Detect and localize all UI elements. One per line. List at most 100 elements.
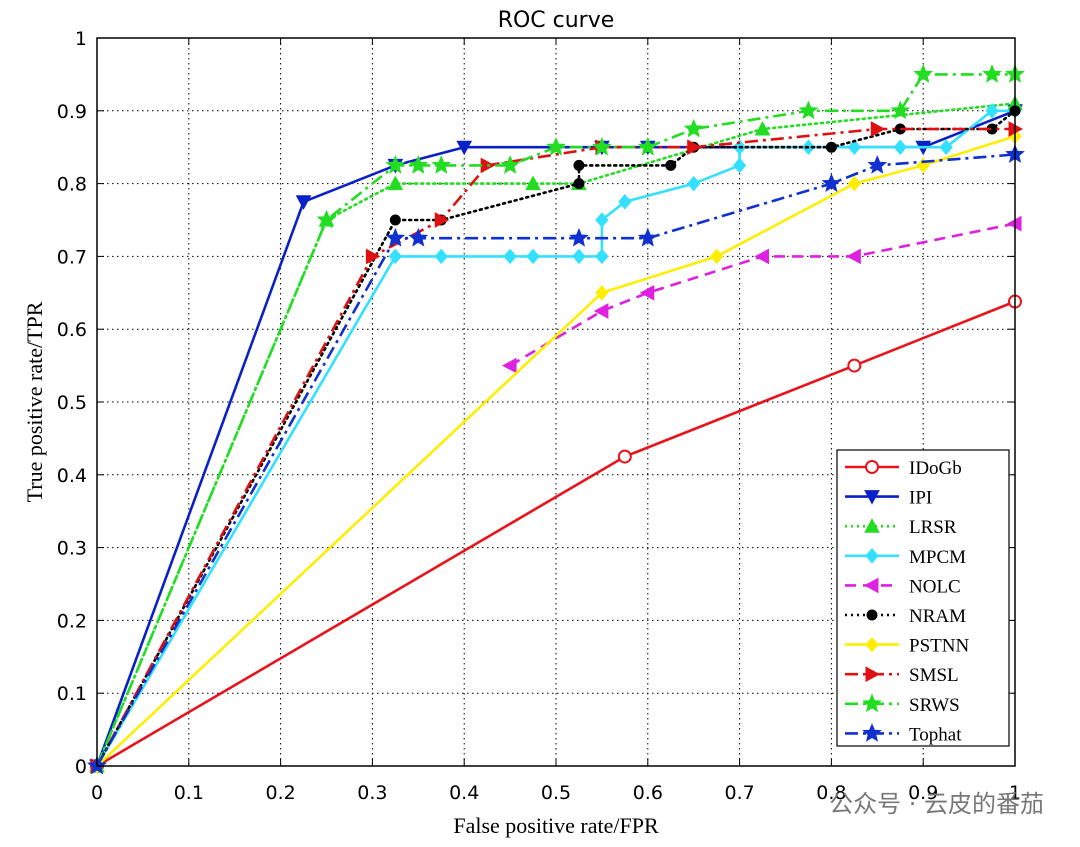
y-axis-label: True positive rate/TPR <box>22 301 47 502</box>
data-point <box>295 195 312 210</box>
legend-label: NRAM <box>909 606 966 627</box>
data-point <box>595 285 609 301</box>
data-point <box>408 155 429 174</box>
y-tick-label: 0.5 <box>57 392 87 414</box>
legend-marker <box>864 490 880 505</box>
data-point <box>595 212 609 228</box>
data-point <box>569 227 589 247</box>
data-point <box>982 64 1002 83</box>
x-tick-label: 0.4 <box>449 782 479 804</box>
legend-marker <box>864 518 880 533</box>
data-point <box>503 248 517 265</box>
x-tick-label: 0.3 <box>357 782 387 804</box>
data-point <box>985 103 999 119</box>
legend-item: NRAM <box>845 606 966 627</box>
data-point <box>525 175 541 191</box>
data-point <box>639 284 655 301</box>
data-point <box>798 100 819 120</box>
legend-marker <box>863 577 879 594</box>
data-point <box>388 248 403 265</box>
data-point <box>572 248 586 265</box>
data-point <box>617 449 632 464</box>
legend-label: SMSL <box>909 665 959 686</box>
x-tick-label: 0.7 <box>724 782 754 804</box>
legend-marker <box>862 693 882 713</box>
tick-labels: 0 0.1 0.2 0.3 0.4 0.5 0.6 0.7 0.8 0.9 1 0 0.1 0.2 0.3 0… <box>57 28 1021 804</box>
data-point <box>687 175 701 192</box>
x-tick-label: 0.8 <box>816 782 846 804</box>
y-tick-label: 0.4 <box>57 465 87 487</box>
data-point <box>385 227 406 247</box>
series-line <box>95 127 1015 767</box>
x-tick-label: 0.9 <box>908 782 938 804</box>
data-point <box>387 175 404 191</box>
data-point <box>732 157 747 174</box>
x-tick-label: 0.1 <box>174 782 204 804</box>
data-point <box>847 358 862 373</box>
watermark-text: 公众号 · 云皮的番茄 <box>829 790 1044 818</box>
data-point <box>637 136 658 156</box>
legend-label: PSTNN <box>909 636 969 657</box>
y-tick-label: 0.7 <box>57 246 87 268</box>
legend-item: PSTNN <box>845 636 969 657</box>
legend-marker <box>865 636 879 653</box>
data-point <box>913 64 934 83</box>
data-point <box>893 139 907 155</box>
data-point <box>434 248 448 265</box>
data-point <box>389 214 401 226</box>
data-point <box>821 173 842 192</box>
data-point <box>546 136 566 156</box>
data-point <box>593 303 609 319</box>
data-point <box>939 139 953 155</box>
data-point <box>385 155 406 174</box>
y-tick-label: 0.6 <box>57 319 87 341</box>
data-point <box>573 159 585 171</box>
data-point <box>709 248 724 265</box>
series-line <box>96 300 1016 768</box>
data-point <box>408 227 429 247</box>
legend-label: MPCM <box>909 547 966 568</box>
chart-title: ROC curve <box>498 8 615 33</box>
data-point <box>683 118 704 138</box>
legend-item: SMSL <box>845 665 959 686</box>
y-tick-label: 0.3 <box>57 538 87 560</box>
legend-marker <box>865 548 879 564</box>
legend-item: IPI <box>845 488 932 509</box>
legend-label: IDoGb <box>909 458 962 479</box>
series-line <box>509 222 1016 367</box>
y-tick-label: 0.2 <box>57 610 87 632</box>
data-point <box>870 121 886 137</box>
series-line <box>96 135 1016 767</box>
data-point <box>825 141 837 153</box>
legend-item: SRWS <box>845 693 960 716</box>
data-point <box>665 159 677 171</box>
legend-item: Tophat <box>845 723 962 745</box>
x-tick-label: 0 <box>91 782 103 804</box>
data-point <box>431 155 452 174</box>
data-point <box>526 248 540 265</box>
x-tick-label: 0.5 <box>541 782 571 804</box>
legend-label: NOLC <box>909 576 961 597</box>
data-point <box>846 248 861 265</box>
data-point <box>456 140 473 156</box>
x-tick-label: 0.2 <box>265 782 295 804</box>
data-point <box>754 248 770 265</box>
legend-box <box>836 449 1010 747</box>
x-tick-label: 0.6 <box>633 782 663 804</box>
data-point <box>595 248 609 265</box>
data-point <box>500 155 520 174</box>
y-tick-label: 1 <box>75 28 87 50</box>
data-point <box>502 357 517 374</box>
legend-marker <box>865 460 879 474</box>
legend-label: LRSR <box>909 517 957 538</box>
legend: IDoGb IPI LRSR MPCM NOLC NRAM PSTNN SMSL SRWS Top… <box>836 449 1010 747</box>
data-point <box>847 139 862 155</box>
data-point <box>847 175 862 192</box>
data-point <box>592 136 612 156</box>
y-tick-label: 0.8 <box>57 174 87 196</box>
x-tick-label: 1 <box>1009 782 1021 804</box>
legend-item: MPCM <box>845 547 966 568</box>
legend-label: SRWS <box>909 695 960 716</box>
legend-item: IDoGb <box>845 458 962 479</box>
legend-marker <box>862 723 882 742</box>
